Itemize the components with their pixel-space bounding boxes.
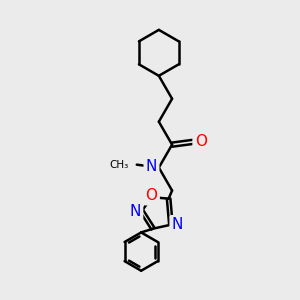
Text: N: N bbox=[130, 204, 141, 219]
Text: N: N bbox=[146, 159, 157, 174]
Text: N: N bbox=[172, 217, 183, 232]
Text: O: O bbox=[146, 188, 158, 203]
Text: CH₃: CH₃ bbox=[109, 160, 128, 170]
Text: O: O bbox=[195, 134, 207, 149]
